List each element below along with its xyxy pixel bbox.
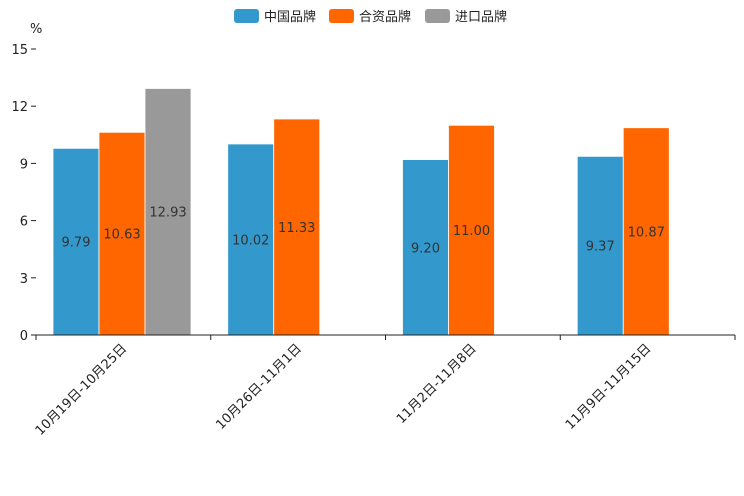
x-category-label: 11月9日-11月15日 — [563, 341, 655, 433]
y-tick-label: 15 — [11, 43, 28, 58]
legend-swatch — [425, 9, 450, 23]
y-tick-label: 0 — [20, 329, 28, 344]
bar — [576, 155, 624, 336]
bar — [273, 118, 321, 336]
bar-value-label: 11.00 — [453, 224, 490, 239]
y-tick-label: 3 — [20, 272, 28, 287]
bar-value-label: 10.02 — [232, 233, 269, 248]
bar-value-label: 10.87 — [628, 225, 665, 240]
legend-swatch — [234, 9, 259, 23]
x-category-label: 11月2日-11月8日 — [394, 341, 480, 427]
legend: 中国品牌 合资品牌 进口品牌 — [234, 9, 507, 25]
bar-value-label: 9.20 — [411, 241, 440, 256]
legend-label: 进口品牌 — [455, 9, 507, 25]
y-tick-label: 12 — [11, 100, 28, 115]
bar — [144, 88, 192, 336]
y-tick-label: 9 — [20, 157, 28, 172]
y-axis: 0 3 6 9 12 15 — [11, 43, 36, 344]
y-unit-label: % — [30, 22, 42, 37]
legend-label: 中国品牌 — [264, 9, 316, 25]
bar — [227, 143, 275, 336]
bar — [448, 124, 495, 336]
bar-value-label: 9.79 — [62, 236, 91, 251]
x-category-label: 10月26日-11月1日 — [213, 341, 305, 433]
bars: 9.79 10.63 12.93 10.02 11.33 9.20 11.00 9.37 10.… — [52, 88, 670, 336]
bar-value-label: 9.37 — [586, 240, 615, 255]
x-axis: 10月19日-10月25日 10月26日-11月1日 11月2日-11月8日 11月9… — [33, 334, 736, 439]
bar-value-label: 11.33 — [278, 221, 315, 236]
legend-swatch — [329, 9, 354, 23]
bar — [402, 159, 449, 336]
x-category-label: 10月19日-10月25日 — [33, 341, 130, 438]
bar-value-label: 12.93 — [149, 206, 186, 221]
legend-label: 合资品牌 — [359, 9, 411, 25]
bar-value-label: 10.63 — [103, 228, 140, 243]
y-tick-label: 6 — [20, 215, 28, 230]
